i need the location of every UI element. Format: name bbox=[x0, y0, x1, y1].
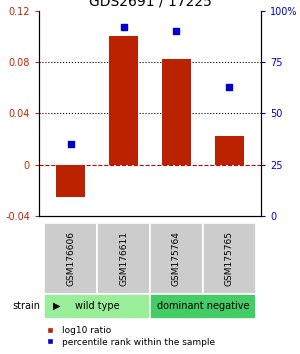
Text: ▶: ▶ bbox=[52, 301, 60, 311]
Bar bbox=[162, 59, 191, 165]
Point bbox=[174, 28, 179, 34]
Bar bbox=[203, 223, 256, 294]
Bar bbox=[109, 36, 138, 165]
Legend: log10 ratio, percentile rank within the sample: log10 ratio, percentile rank within the … bbox=[40, 325, 216, 348]
Bar bbox=[215, 136, 244, 165]
Text: GSM175765: GSM175765 bbox=[225, 231, 234, 286]
Text: wild type: wild type bbox=[75, 301, 119, 311]
Text: GSM176611: GSM176611 bbox=[119, 231, 128, 286]
Point bbox=[227, 84, 232, 90]
Text: GSM175764: GSM175764 bbox=[172, 231, 181, 286]
Bar bbox=[44, 223, 97, 294]
Title: GDS2691 / 17225: GDS2691 / 17225 bbox=[88, 0, 212, 8]
Text: dominant negative: dominant negative bbox=[157, 301, 249, 311]
Bar bbox=[56, 165, 85, 197]
Bar bbox=[44, 294, 150, 319]
Point bbox=[68, 141, 73, 147]
Bar bbox=[97, 223, 150, 294]
Bar bbox=[150, 294, 256, 319]
Bar bbox=[150, 223, 203, 294]
Text: strain: strain bbox=[12, 301, 40, 311]
Point bbox=[121, 24, 126, 30]
Text: GSM176606: GSM176606 bbox=[66, 231, 75, 286]
